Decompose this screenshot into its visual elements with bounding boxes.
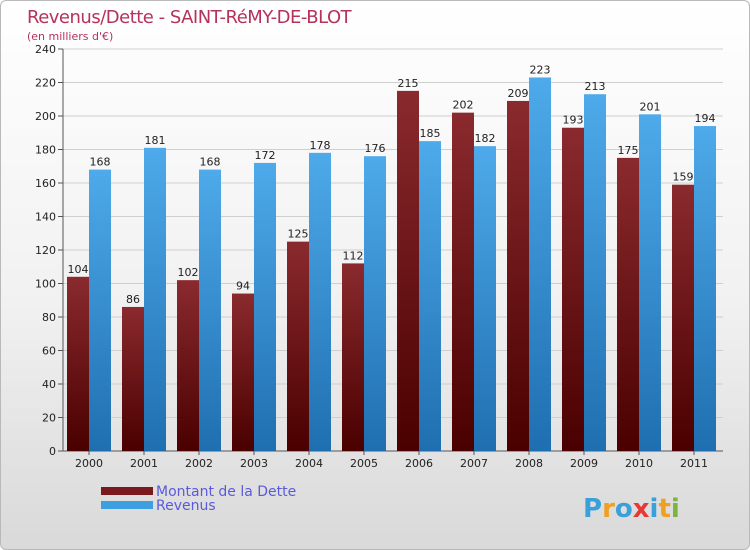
y-tick-label: 220 xyxy=(35,77,56,90)
bar-value-label: 181 xyxy=(145,134,166,147)
x-tick-label: 2006 xyxy=(405,457,433,470)
bar-revenus xyxy=(199,169,221,451)
x-tick-label: 2008 xyxy=(515,457,543,470)
bar-revenus xyxy=(694,126,716,452)
y-tick-label: 60 xyxy=(42,345,56,358)
y-tick-label: 140 xyxy=(35,211,56,224)
bar-value-label: 112 xyxy=(343,249,364,262)
x-tick-label: 2007 xyxy=(460,457,488,470)
bar-dette xyxy=(122,306,144,451)
bar-value-label: 223 xyxy=(530,63,551,76)
y-tick-label: 120 xyxy=(35,244,56,257)
bar-value-label: 176 xyxy=(365,142,386,155)
bar-revenus xyxy=(254,162,276,451)
bar-dette xyxy=(177,280,199,451)
bar-revenus xyxy=(309,152,331,451)
bar-dette xyxy=(287,241,309,451)
proxiti-wordmark: Proxiti xyxy=(583,494,680,524)
y-tick-label: 240 xyxy=(35,43,56,56)
x-tick-labels: 2000 2001 2002 2003 2004 2005 2006 2007 2008 2009… xyxy=(75,451,708,470)
bar-dette xyxy=(67,276,89,451)
x-tick-label: 2002 xyxy=(185,457,213,470)
y-tick-label: 200 xyxy=(35,110,56,123)
bar-value-label: 159 xyxy=(673,171,694,184)
y-tick-label: 80 xyxy=(42,311,56,324)
bar-value-label: 102 xyxy=(178,266,199,279)
logo-letter: r xyxy=(602,494,615,524)
logo-letter: o xyxy=(615,494,633,524)
bar-revenus xyxy=(639,114,661,451)
y-tick-label: 20 xyxy=(42,412,56,425)
bar-revenus xyxy=(419,141,441,451)
bar-value-label: 94 xyxy=(236,280,250,293)
chart-subtitle: (en milliers d'€) xyxy=(27,30,113,43)
x-tick-label: 2010 xyxy=(625,457,653,470)
chart-title: Revenus/Dette - SAINT-RéMY-DE-BLOT xyxy=(27,7,353,28)
y-tick-label: 180 xyxy=(35,144,56,157)
bar-value-label: 185 xyxy=(420,127,441,140)
bar-revenus xyxy=(584,94,606,451)
bar-dette xyxy=(397,90,419,451)
bar-value-label: 194 xyxy=(695,112,716,125)
bar-value-label: 104 xyxy=(68,263,89,276)
logo-letter: x xyxy=(633,494,650,524)
bar-value-label: 201 xyxy=(640,100,661,113)
bar-value-label: 202 xyxy=(453,99,474,112)
bar-dette xyxy=(342,263,364,451)
bar-dette xyxy=(507,100,529,452)
bar-dette xyxy=(232,293,254,451)
bar-value-label: 182 xyxy=(475,132,496,145)
bar-value-label: 168 xyxy=(90,156,111,169)
bar-value-label: 213 xyxy=(585,80,606,93)
bar-dette xyxy=(672,184,694,452)
bar-revenus xyxy=(364,156,386,451)
proxiti-logo: Proxiti xyxy=(583,494,680,524)
legend-swatch-revenus xyxy=(101,501,153,509)
bar-dette xyxy=(617,157,639,451)
logo-letter: P xyxy=(583,494,602,524)
x-tick-label: 2009 xyxy=(570,457,598,470)
bars: 104 168 86 181 102 168 94 172 125 178 112 176 215 185… xyxy=(67,63,716,452)
bar-revenus xyxy=(529,77,551,451)
y-tick-label: 0 xyxy=(49,445,56,458)
y-tick-label: 160 xyxy=(35,177,56,190)
bar-value-label: 175 xyxy=(618,144,639,157)
bar-value-label: 215 xyxy=(398,77,419,90)
x-tick-label: 2000 xyxy=(75,457,103,470)
x-tick-label: 2003 xyxy=(240,457,268,470)
x-tick-label: 2001 xyxy=(130,457,158,470)
legend-label-dette: Montant de la Dette xyxy=(156,484,296,500)
bar-value-label: 168 xyxy=(200,156,221,169)
bar-value-label: 178 xyxy=(310,139,331,152)
logo-letter: t xyxy=(658,494,670,524)
y-tick-label: 100 xyxy=(35,278,56,291)
bar-value-label: 193 xyxy=(563,114,584,127)
x-tick-label: 2004 xyxy=(295,457,323,470)
grid-lines xyxy=(58,48,723,452)
legend-label-revenus: Revenus xyxy=(156,498,216,514)
y-tick-labels: 0 20 40 60 80 100 120 140 160 180 200 220 240 xyxy=(35,43,56,458)
bar-revenus xyxy=(144,147,166,451)
legend-swatch-dette xyxy=(101,487,153,495)
bar-value-label: 86 xyxy=(126,293,140,306)
bar-dette xyxy=(452,112,474,452)
bar-value-label: 172 xyxy=(255,149,276,162)
x-tick-label: 2005 xyxy=(350,457,378,470)
logo-letter: i xyxy=(671,494,680,524)
x-tick-label: 2011 xyxy=(680,457,708,470)
bar-dette xyxy=(562,127,584,451)
bar-value-label: 125 xyxy=(288,228,309,241)
bar-value-label: 209 xyxy=(508,87,529,100)
bar-revenus xyxy=(474,146,496,451)
y-tick-label: 40 xyxy=(42,378,56,391)
bar-revenus xyxy=(89,169,111,451)
logo-letter: i xyxy=(650,494,659,524)
